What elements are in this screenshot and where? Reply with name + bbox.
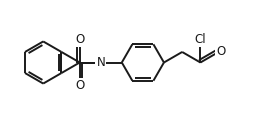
Text: N: N [96, 56, 105, 69]
Text: Cl: Cl [195, 33, 206, 46]
Text: O: O [216, 46, 226, 59]
Text: O: O [75, 33, 84, 46]
Text: O: O [75, 79, 84, 92]
